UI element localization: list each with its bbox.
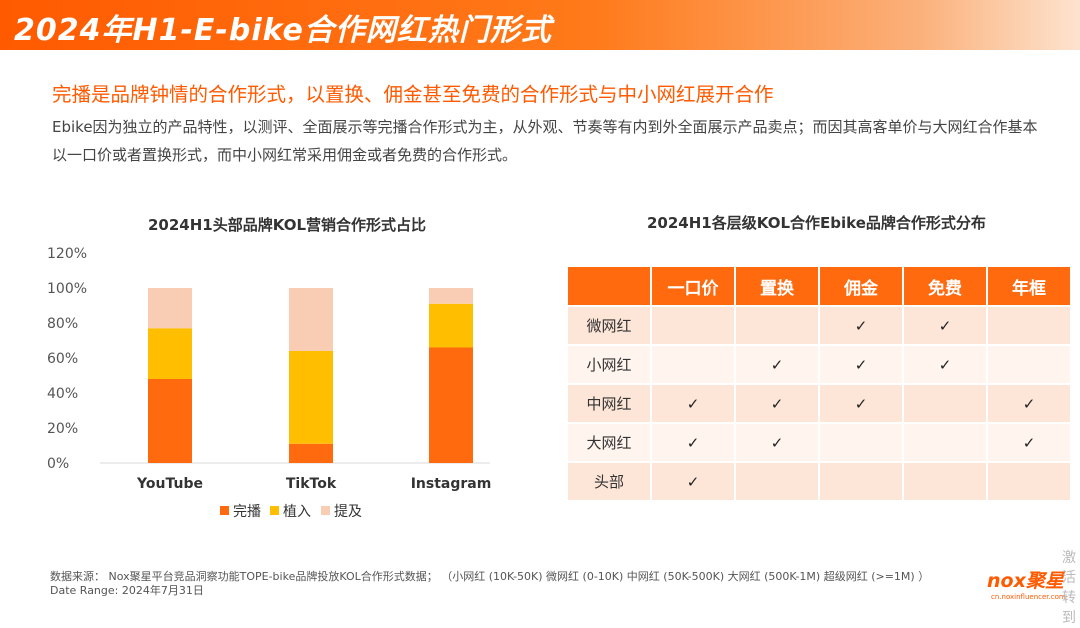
table-cell — [986, 305, 1072, 346]
logo-url: cn.noxinfluencer.com — [991, 593, 1066, 601]
table-title: 2024H1各层级KOL合作Ebike品牌合作形式分布 — [647, 214, 986, 232]
bar-segment-1 — [148, 379, 192, 463]
table-row: 中网红 ✓ ✓ ✓ ✓ — [566, 383, 1072, 424]
table-row-label: 小网红 — [566, 344, 652, 385]
table-row-label: 中网红 — [566, 383, 652, 424]
bar-segment-1 — [289, 443, 333, 463]
legend-label: 完播 — [233, 504, 261, 520]
table-cell: ✓ — [734, 422, 820, 463]
table-cell: ✓ — [818, 305, 904, 346]
table-cell: ✓ — [902, 305, 988, 346]
subtitle: 完播是品牌钟情的合作形式，以置换、佣金甚至免费的合作形式与中小网红展开合作 — [52, 83, 774, 106]
footer-source: 数据来源： Nox聚星平台竞品洞察功能TOPE-bike品牌投放KOL合作形式数… — [50, 570, 930, 583]
table-cell — [818, 422, 904, 463]
table-cell — [650, 305, 736, 346]
table-cell — [986, 344, 1072, 385]
table-cell — [902, 422, 988, 463]
legend-swatch — [270, 506, 279, 515]
stacked-bar-chart: 0% 20% 40% 60% 80% 100% 120% YouTube TikTok Insta… — [47, 246, 492, 520]
bar-segment-2 — [429, 303, 473, 348]
legend-swatch — [220, 506, 229, 515]
nox-logo: nox聚星 cn.noxinfluencer.com — [987, 566, 1066, 601]
table-row: 大网红 ✓ ✓ ✓ — [566, 422, 1072, 463]
table-cell: ✓ — [986, 383, 1072, 424]
table-cell — [650, 344, 736, 385]
legend-label: 提及 — [334, 504, 362, 520]
x-tick-label: TikTok — [286, 476, 337, 492]
y-tick-label: 40% — [47, 386, 78, 402]
table-header-cell: 置换 — [734, 265, 820, 307]
bar-segment-3 — [429, 288, 473, 304]
table-cell: ✓ — [818, 383, 904, 424]
table-cell: ✓ — [650, 383, 736, 424]
table-row: 头部 ✓ — [566, 461, 1072, 502]
x-tick-label: Instagram — [411, 476, 492, 492]
table-row-label: 大网红 — [566, 422, 652, 463]
bar-segment-2 — [148, 328, 192, 379]
table-header-cell: 年框 — [986, 265, 1072, 307]
corner-watermark-text: 激活转到 — [1062, 550, 1076, 626]
table-cell: ✓ — [650, 461, 736, 502]
legend-swatch — [321, 506, 330, 515]
logo-name: nox聚星 — [987, 570, 1064, 592]
description: Ebike因为独立的产品特性，以测评、全面展示等完播合作形式为主，从外观、节奏等… — [52, 118, 1038, 164]
table-header-cell: 佣金 — [818, 265, 904, 307]
bar-segment-2 — [289, 351, 333, 444]
page-title: 2024年H1-E-bike合作网红热门形式 — [14, 13, 552, 48]
table-row: 微网红 ✓ ✓ — [566, 305, 1072, 346]
table-cell: ✓ — [734, 383, 820, 424]
table-cell: ✓ — [986, 422, 1072, 463]
table-header-cell — [566, 265, 652, 307]
y-tick-label: 120% — [47, 246, 87, 262]
table-cell — [818, 461, 904, 502]
table-cell: ✓ — [734, 344, 820, 385]
table-cell: ✓ — [902, 344, 988, 385]
table-row-label: 微网红 — [566, 305, 652, 346]
y-tick-label: 60% — [47, 351, 78, 367]
table-cell — [986, 461, 1072, 502]
bar-segment-1 — [429, 347, 473, 463]
bar-segment-3 — [289, 288, 333, 351]
bar-chart-title: 2024H1头部品牌KOL营销合作形式占比 — [148, 216, 426, 234]
y-tick-label: 80% — [47, 316, 78, 332]
table-cell — [902, 461, 988, 502]
legend-label: 植入 — [283, 504, 311, 520]
header-banner: 2024年H1-E-bike合作网红热门形式 — [0, 0, 1080, 50]
table-row: 小网红 ✓ ✓ ✓ — [566, 344, 1072, 385]
table-header-cell: 一口价 — [650, 265, 736, 307]
table-cell — [734, 305, 820, 346]
kol-form-table: 一口价 置换 佣金 免费 年框 微网红 ✓ ✓ 小网红 ✓ ✓ ✓ 中网红 ✓ ✓ ✓ ✓ 大网红 ✓ ✓ ✓… — [566, 265, 1072, 502]
y-tick-label: 0% — [47, 456, 69, 472]
table-cell: ✓ — [650, 422, 736, 463]
y-tick-label: 20% — [47, 421, 78, 437]
table-header-row: 一口价 置换 佣金 免费 年框 — [566, 265, 1072, 307]
table-row-label: 头部 — [566, 461, 652, 502]
table-cell — [734, 461, 820, 502]
y-tick-label: 100% — [47, 281, 87, 297]
table-cell — [902, 383, 988, 424]
table-cell: ✓ — [818, 344, 904, 385]
bar-segment-3 — [148, 288, 192, 329]
x-tick-label: YouTube — [136, 476, 203, 492]
footer-date-range: Date Range: 2024年7月31日 — [50, 584, 204, 597]
table-header-cell: 免费 — [902, 265, 988, 307]
